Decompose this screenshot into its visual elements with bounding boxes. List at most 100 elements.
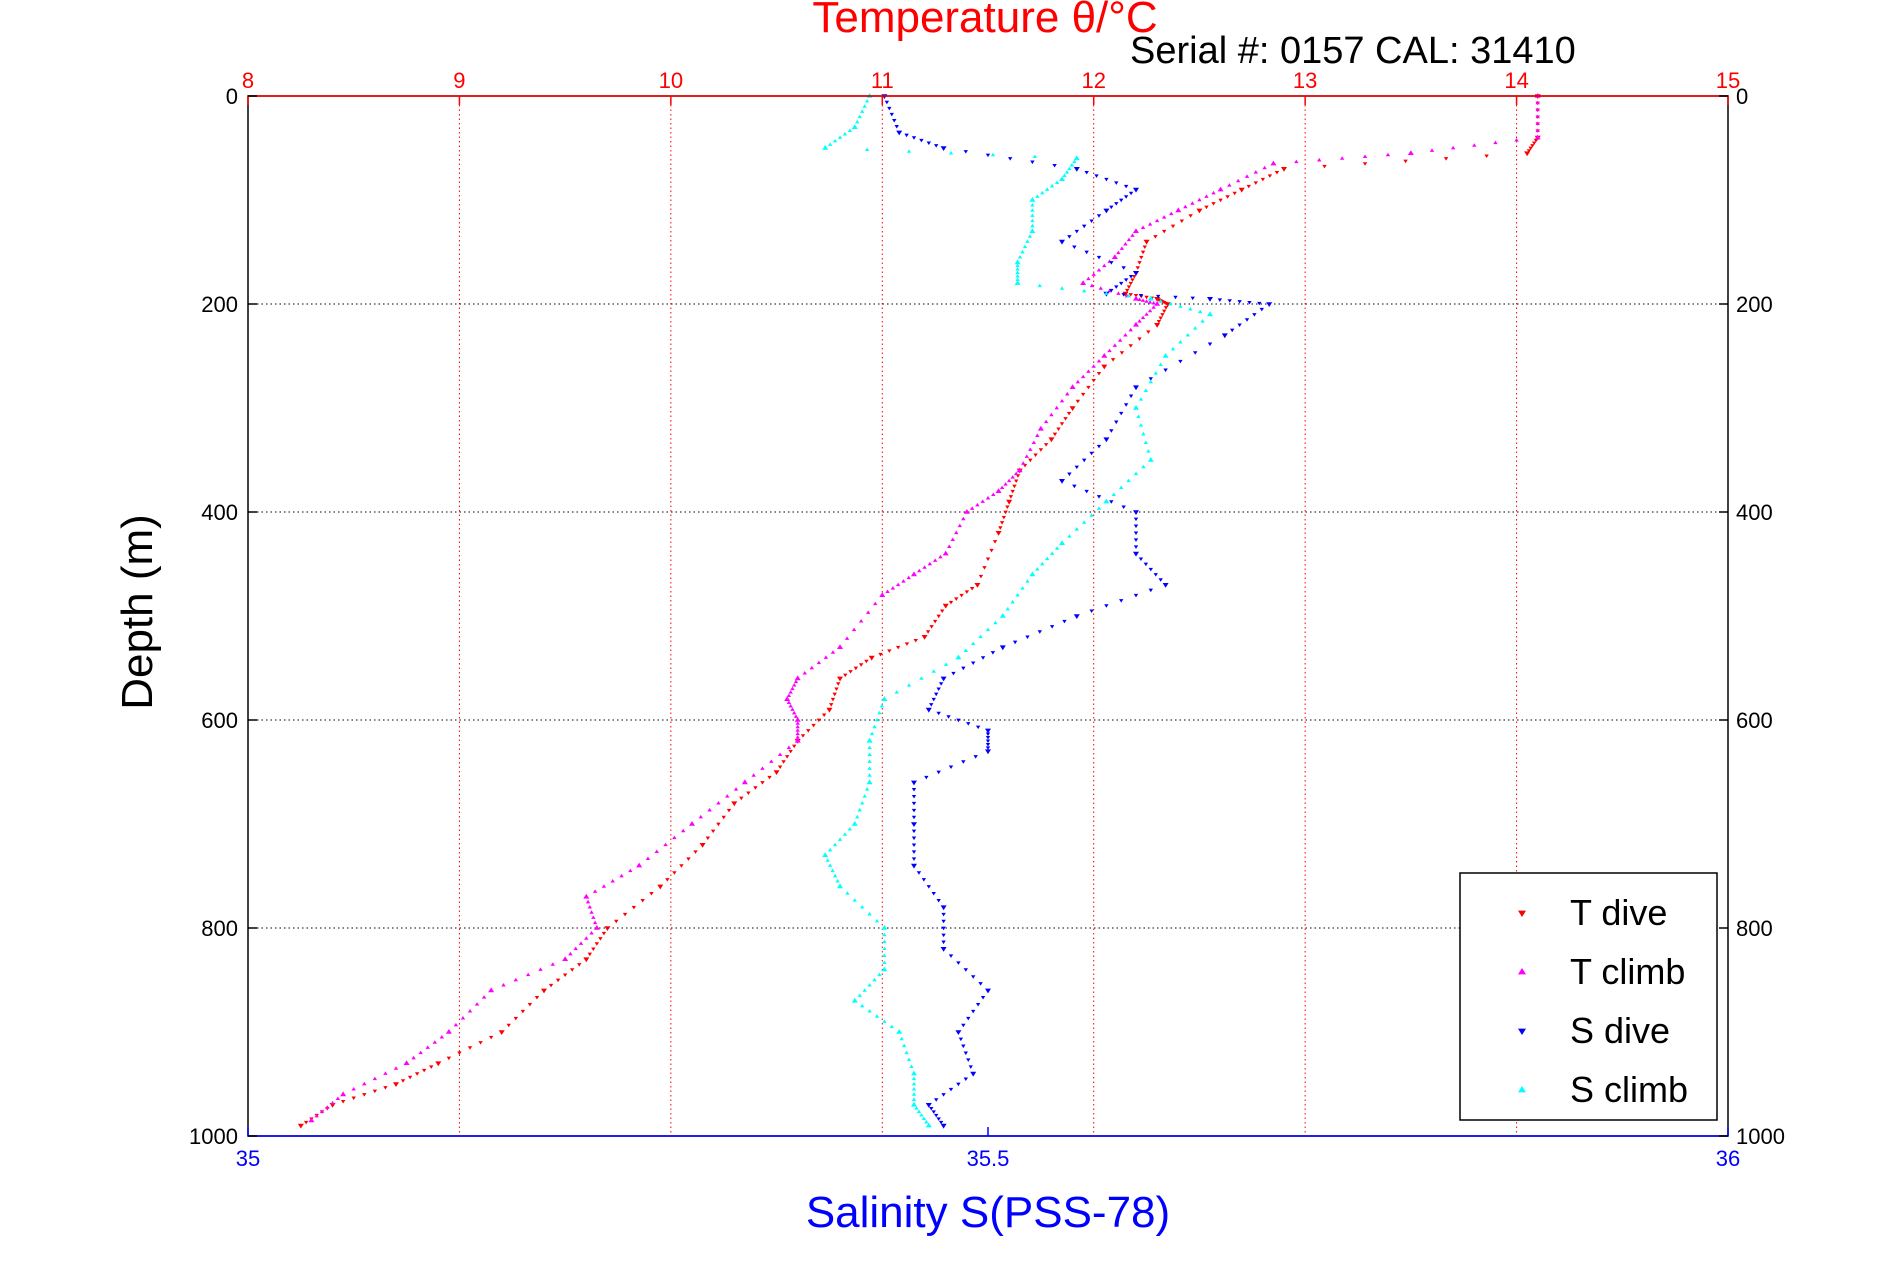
data-point-fill <box>1158 299 1163 303</box>
temperature-tick-label: 11 <box>871 68 894 93</box>
data-point-fill <box>1128 191 1134 196</box>
data-point-fill <box>1218 198 1223 203</box>
data-point-fill <box>679 864 684 868</box>
data-point-fill <box>663 842 668 847</box>
data-point-fill <box>1096 444 1102 449</box>
data-point-fill <box>941 919 946 924</box>
data-point-fill <box>932 619 938 624</box>
data-point-fill <box>1484 154 1489 158</box>
data-point-fill <box>587 952 593 957</box>
data-point-fill <box>1247 300 1252 305</box>
data-point-fill <box>1148 377 1153 381</box>
data-point-fill <box>948 600 954 605</box>
data-point-fill <box>961 760 966 764</box>
data-point <box>1016 467 1023 473</box>
data-point-fill <box>1066 411 1072 416</box>
data-point-fill <box>610 879 615 883</box>
data-point-fill <box>882 939 887 944</box>
data-point-fill <box>879 703 885 708</box>
data-point-fill <box>985 732 991 737</box>
data-point-fill <box>1001 515 1007 520</box>
data-point-fill <box>941 940 946 945</box>
data-point-fill <box>929 1106 934 1111</box>
data-point-fill <box>1158 578 1163 582</box>
data-point-fill <box>1207 342 1213 347</box>
data-point-fill <box>985 746 991 750</box>
data-point-fill <box>721 815 726 820</box>
serial-annotation: Serial #: 0157 CAL: 31410 <box>1130 30 1576 72</box>
data-point-fill <box>969 506 975 510</box>
legend-label: S climb <box>1570 1069 1688 1110</box>
data-point-fill <box>1067 534 1072 538</box>
salinity-tick-label: 35 <box>236 1146 260 1171</box>
data-point <box>403 1060 410 1065</box>
data-point <box>1270 160 1277 166</box>
data-point-fill <box>1020 586 1025 590</box>
data-point <box>851 124 858 129</box>
data-point-fill <box>1514 138 1519 142</box>
data-point-fill <box>795 728 800 732</box>
data-point-fill <box>1054 405 1059 410</box>
data-point-fill <box>1133 531 1139 535</box>
data-point <box>1101 353 1108 358</box>
data-point-fill <box>867 983 872 987</box>
data-point-fill <box>1493 140 1498 145</box>
data-point-fill <box>978 634 983 639</box>
data-point-fill <box>938 682 944 686</box>
data-point-fill <box>1200 319 1205 323</box>
data-point-fill <box>393 1066 399 1070</box>
data-point-fill <box>961 1023 966 1028</box>
data-point <box>1029 228 1036 233</box>
data-point-fill <box>1072 484 1077 489</box>
data-point <box>896 1029 903 1034</box>
data-point <box>1069 384 1076 389</box>
data-point-fill <box>867 911 872 916</box>
data-point-fill <box>1121 266 1126 270</box>
data-point-fill <box>1013 479 1019 483</box>
data-point <box>784 696 791 701</box>
data-point-fill <box>1067 235 1072 239</box>
data-point-fill <box>534 996 540 1000</box>
data-point-fill <box>372 1076 378 1081</box>
data-point <box>541 988 547 994</box>
data-point-fill <box>1143 440 1149 444</box>
data-point-fill <box>980 656 986 660</box>
data-point-fill <box>1178 359 1183 364</box>
data-point-fill <box>830 868 835 873</box>
data-point-fill <box>957 523 963 528</box>
data-point-fill <box>855 119 860 124</box>
data-point-fill <box>992 540 998 544</box>
data-point <box>974 583 981 588</box>
data-point-fill <box>948 1087 954 1092</box>
data-point-fill <box>793 714 799 718</box>
data-point-fill <box>1030 213 1035 217</box>
data-point-fill <box>1178 339 1183 344</box>
data-point-fill <box>860 1003 865 1008</box>
data-point-fill <box>951 671 956 676</box>
data-point <box>866 779 873 785</box>
data-point <box>445 1029 452 1034</box>
data-point-fill <box>628 868 633 873</box>
data-point <box>1164 302 1171 307</box>
data-point-fill <box>1119 198 1124 203</box>
legend-label: S dive <box>1570 1010 1670 1051</box>
data-point-fill <box>911 1097 917 1101</box>
data-point-fill <box>971 641 976 646</box>
data-point-fill <box>921 1116 927 1120</box>
data-point <box>1162 583 1169 588</box>
data-point-fill <box>1535 128 1540 132</box>
data-point-fill <box>904 642 910 646</box>
data-point-fill <box>828 703 834 707</box>
data-point-fill <box>1257 301 1262 306</box>
data-point-fill <box>800 734 806 738</box>
data-point-fill <box>1119 351 1125 355</box>
data-point-fill <box>1084 489 1089 494</box>
data-point-fill <box>1123 242 1128 246</box>
data-point-fill <box>934 1113 939 1118</box>
data-point-fill <box>862 794 867 798</box>
data-point-fill <box>1096 506 1102 510</box>
data-point <box>940 1123 947 1129</box>
data-point-fill <box>950 537 955 542</box>
